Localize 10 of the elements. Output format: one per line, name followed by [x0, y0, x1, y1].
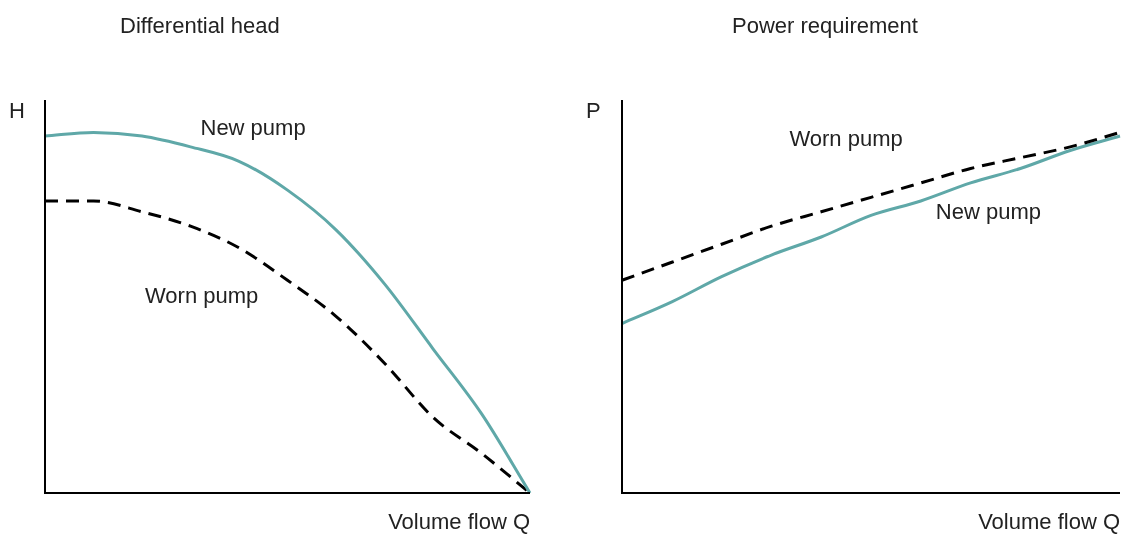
y-axis-title: P	[586, 98, 601, 124]
series-label: New pump	[935, 199, 1041, 225]
y-axis-title: H	[9, 98, 25, 124]
series-label: Worn pump	[145, 282, 259, 308]
chart-title: Power requirement	[732, 13, 918, 39]
x-axis-title: Volume flow Q	[388, 509, 530, 535]
series-label: New pump	[200, 114, 306, 140]
chart-title: Differential head	[120, 13, 280, 39]
x-axis-title: Volume flow Q	[978, 509, 1120, 535]
series-label: Worn pump	[789, 126, 903, 152]
